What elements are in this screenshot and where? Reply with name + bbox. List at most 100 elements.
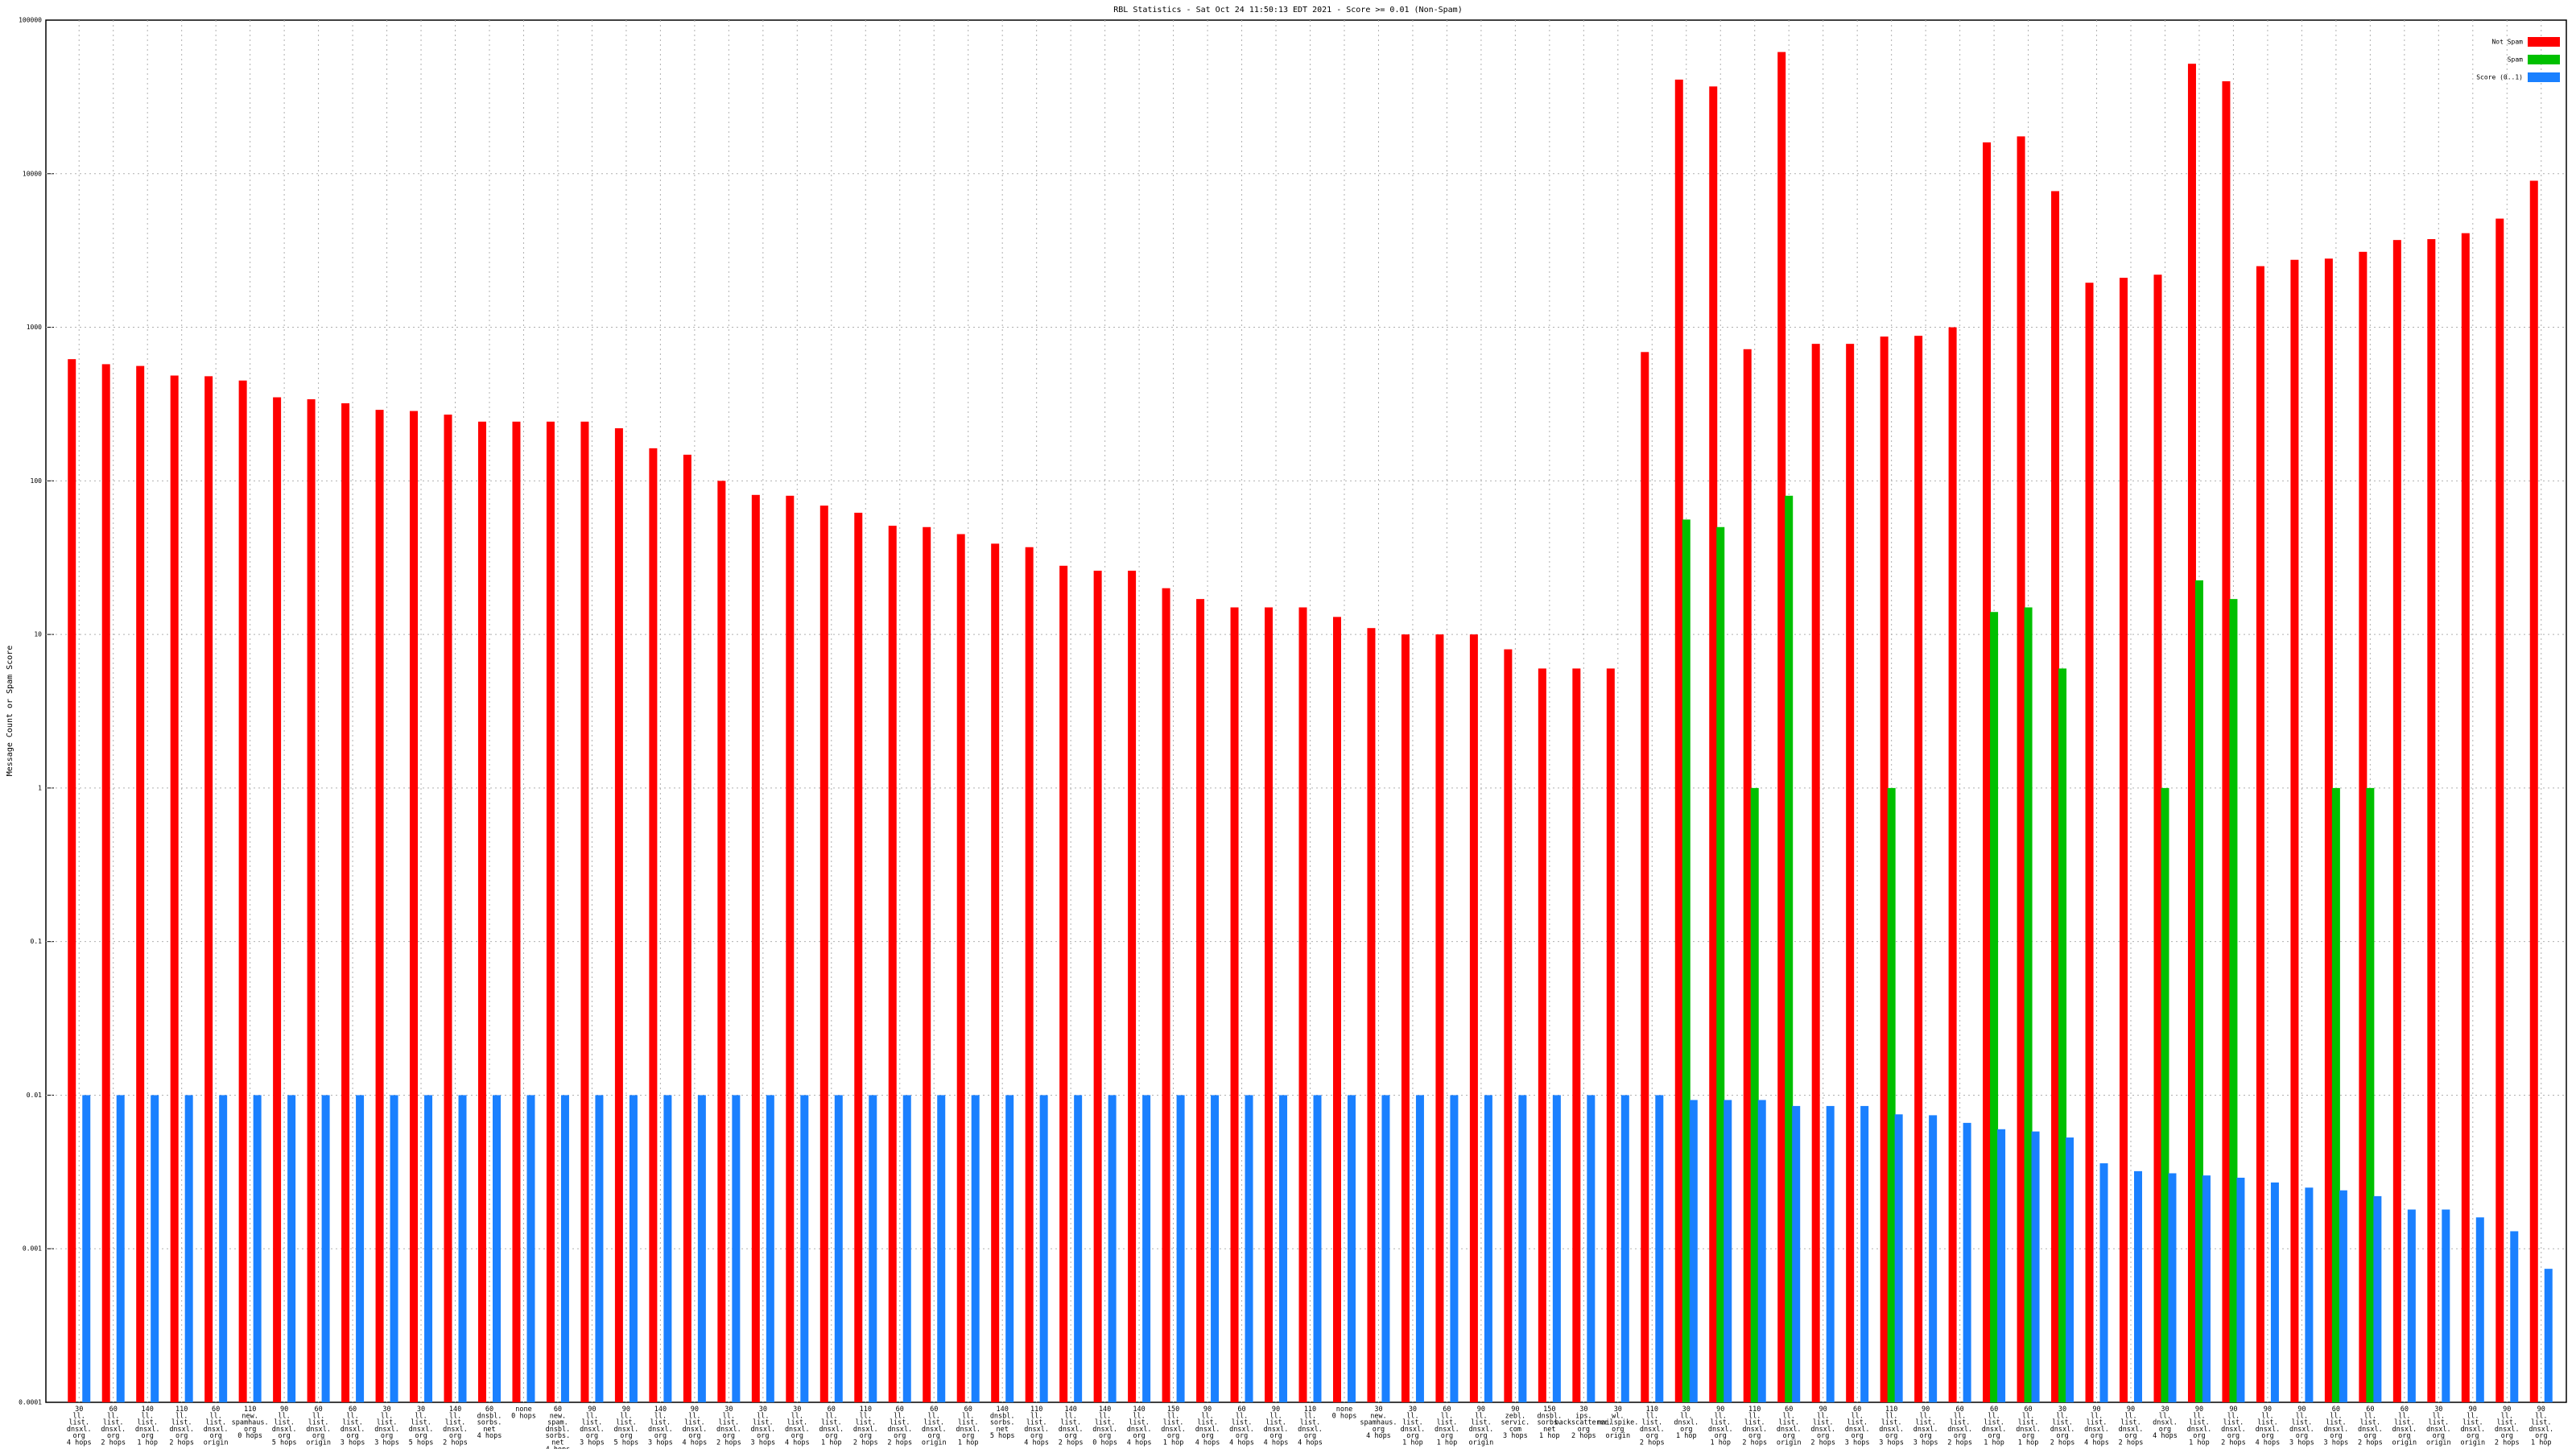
bar bbox=[1963, 1122, 1971, 1402]
x-tick-label: 60 ll. list. dnsxl. org 1 hop bbox=[1982, 1406, 2007, 1447]
y-tick-label: 100 bbox=[31, 477, 43, 485]
bar bbox=[2510, 1231, 2519, 1402]
bar bbox=[1162, 588, 1170, 1402]
bar bbox=[2058, 668, 2067, 1402]
bar bbox=[1785, 495, 1794, 1403]
x-tick-label: 60 ll. list. dnsxl. org 1 hop bbox=[2016, 1406, 2041, 1447]
bar bbox=[1401, 634, 1410, 1402]
bar bbox=[2236, 1178, 2245, 1402]
x-tick-label: 30 ll. list. dnsxl. org 4 hops bbox=[785, 1406, 810, 1447]
bar bbox=[786, 495, 795, 1403]
x-tick-label: 30 ll. list. dnsxl. org origin bbox=[2426, 1406, 2451, 1447]
x-tick-label: 110 ll. list. dnsxl. org 2 hops bbox=[1742, 1406, 1767, 1447]
bar bbox=[1504, 649, 1513, 1402]
bar bbox=[1128, 570, 1137, 1403]
x-tick-label: 150 dnsbl. sorbs. net 1 hop bbox=[1537, 1406, 1562, 1440]
bar bbox=[2031, 1131, 2040, 1402]
bar bbox=[1211, 1095, 1220, 1402]
bar bbox=[390, 1095, 398, 1402]
x-tick-label: 30 ll. list. dnsxl. org 1 hop bbox=[1401, 1406, 1426, 1447]
bar bbox=[2168, 1173, 2177, 1402]
legend-swatch bbox=[2528, 37, 2560, 47]
bar bbox=[1620, 1095, 1629, 1402]
bar bbox=[1059, 565, 1068, 1403]
bar bbox=[321, 1095, 330, 1402]
bar bbox=[1826, 1105, 1835, 1402]
y-tick-label: 1 bbox=[38, 784, 42, 791]
bar bbox=[2270, 1182, 2279, 1402]
x-tick-label: 90 ll. list. dnsxl. org 4 hops bbox=[1195, 1406, 1220, 1447]
bar bbox=[717, 481, 726, 1403]
bar bbox=[2222, 80, 2231, 1403]
bar bbox=[1880, 336, 1889, 1402]
bar bbox=[2134, 1170, 2143, 1402]
bar bbox=[2290, 259, 2299, 1403]
bar bbox=[492, 1095, 501, 1402]
bar bbox=[1948, 327, 1957, 1402]
x-tick-label: 60 ll. list. dnsxl. org 1 hop bbox=[1435, 1406, 1459, 1447]
bar bbox=[1990, 612, 1999, 1402]
bar bbox=[1914, 336, 1923, 1403]
x-tick-label: 90 ll. list. dnsxl. org 2 hops bbox=[2221, 1406, 2246, 1447]
bar bbox=[1313, 1095, 1322, 1402]
bar bbox=[424, 1095, 433, 1402]
x-tick-label: 140 ll. list. dnsxl. org 1 hop bbox=[135, 1406, 160, 1447]
bar bbox=[1860, 1105, 1869, 1402]
x-tick-label: 140 ll. list. dnsxl. org 2 hops bbox=[443, 1406, 468, 1447]
bar bbox=[902, 1095, 911, 1402]
bar bbox=[2392, 240, 2401, 1403]
x-tick-label: 90 ll. list. dnsxl. org 2 hops bbox=[2119, 1406, 2144, 1447]
bar bbox=[683, 454, 691, 1402]
bar bbox=[1142, 1095, 1151, 1402]
bar bbox=[151, 1095, 159, 1402]
bar bbox=[1846, 344, 1855, 1403]
x-tick-label: 30 ll. list. dnsxl. org 3 hops bbox=[374, 1406, 399, 1447]
x-tick-label: 60 ll. list. dnsxl. org 1 hop bbox=[956, 1406, 980, 1447]
x-tick-label: 90 ll. list. dnsxl. org origin bbox=[2460, 1406, 2485, 1447]
bar bbox=[307, 398, 316, 1402]
bar bbox=[444, 415, 452, 1402]
bar bbox=[2461, 233, 2470, 1402]
bar bbox=[2373, 1195, 2382, 1402]
x-tick-label: 30 ll. dnsxl. org 4 hops bbox=[2153, 1406, 2178, 1440]
bar bbox=[526, 1095, 535, 1402]
bar bbox=[595, 1095, 604, 1402]
x-tick-label: none 0 hops bbox=[511, 1406, 536, 1420]
bar bbox=[819, 506, 828, 1402]
bar bbox=[888, 526, 897, 1402]
bar bbox=[1265, 607, 1274, 1402]
x-tick-label: 90 ll. list. dnsxl. org 1 hop bbox=[2529, 1406, 2553, 1447]
bar bbox=[2529, 180, 2538, 1402]
bar bbox=[1983, 142, 1992, 1403]
bar bbox=[1777, 52, 1786, 1402]
x-tick-label: 90 ll. list. dnsxl. org 3 hops bbox=[580, 1406, 605, 1447]
bar bbox=[1674, 79, 1683, 1403]
x-tick-label: 60 ll. list. dnsxl. org 1 hop bbox=[819, 1406, 844, 1447]
bar bbox=[1709, 86, 1718, 1402]
x-tick-label: 140 ll. list. dnsxl. org 0 hops bbox=[1092, 1406, 1117, 1447]
bar bbox=[2051, 191, 2060, 1402]
bar bbox=[477, 421, 486, 1402]
bar bbox=[800, 1095, 809, 1402]
bar bbox=[1230, 607, 1239, 1402]
y-tick-label: 0.001 bbox=[23, 1245, 42, 1253]
legend-label: Score (0..1) bbox=[2476, 74, 2523, 81]
x-tick-label: 60 ll. list. dnsxl. org origin bbox=[306, 1406, 331, 1447]
x-tick-label: 60 ll. list. dnsxl. org 3 hops bbox=[2324, 1406, 2349, 1447]
x-tick-label: 30 ll. list. dnsxl. org 5 hops bbox=[409, 1406, 434, 1447]
bar bbox=[512, 421, 521, 1402]
bar bbox=[629, 1095, 638, 1402]
bar bbox=[375, 410, 384, 1403]
bar bbox=[341, 402, 350, 1403]
x-tick-label: 110 new. spamhaus. org 0 hops bbox=[232, 1406, 269, 1440]
x-tick-label: 60 ll. list. dnsxl. org 3 hops bbox=[1845, 1406, 1870, 1447]
x-tick-label: 90 ll. list. dnsxl. org 5 hops bbox=[614, 1406, 639, 1447]
bar bbox=[273, 397, 282, 1402]
x-tick-label: 140 ll. list. dnsxl. org 3 hops bbox=[648, 1406, 673, 1447]
bar bbox=[991, 543, 1000, 1402]
x-tick-label: 90 ll. list. dnsxl. org 4 hops bbox=[2084, 1406, 2109, 1447]
x-tick-label: 60 ll. list. dnsxl. org 4 hops bbox=[1229, 1406, 1254, 1447]
bar bbox=[1039, 1095, 1048, 1402]
bar bbox=[1655, 1095, 1664, 1402]
